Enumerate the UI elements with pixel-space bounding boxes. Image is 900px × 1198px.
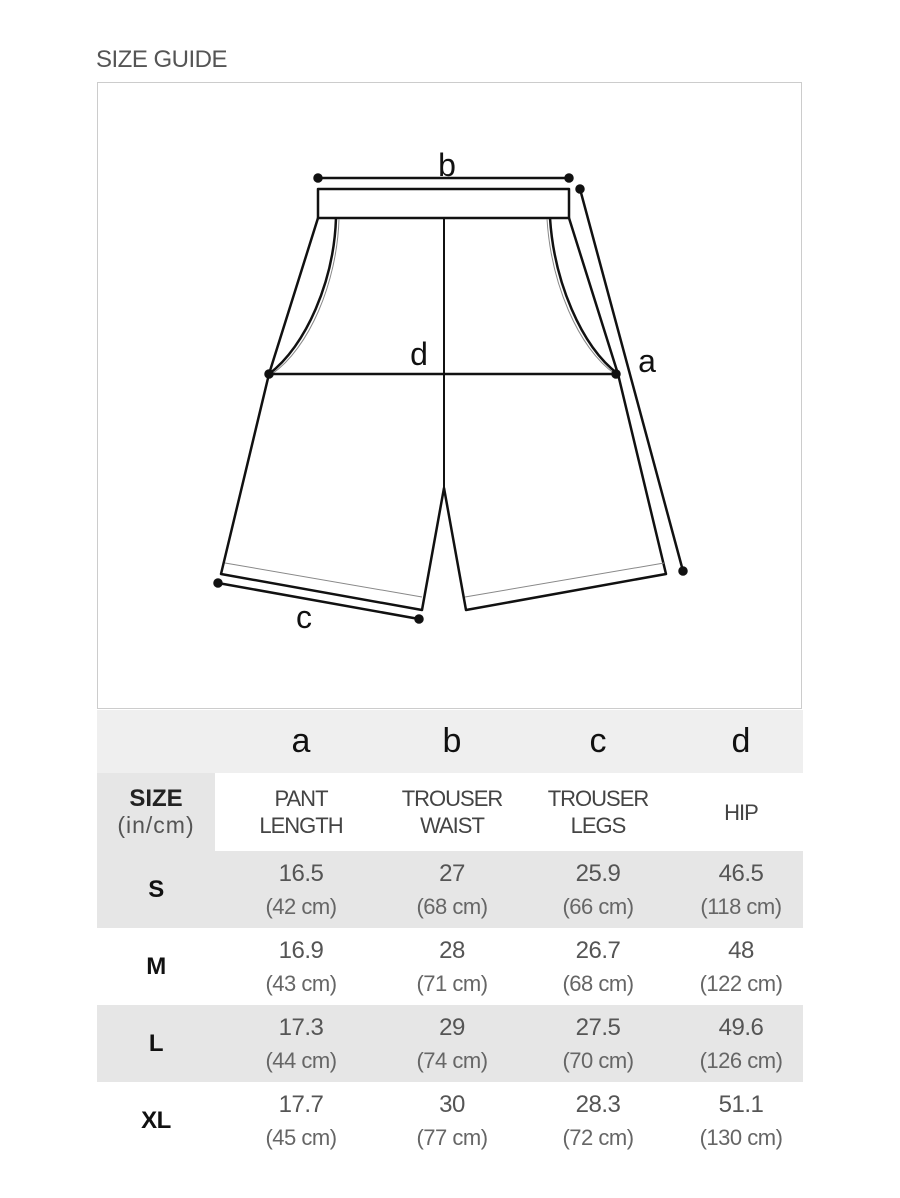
right-pocket [548,217,619,375]
measure-c-line [217,581,420,621]
label-d: d [410,336,428,372]
table-row-s: S 16.5 (42 cm) 27 (68 cm) 25.9 (66 cm) 46.5… [97,851,803,928]
cell: 16.9 (43 cm) [265,936,337,996]
label-a: a [638,343,656,379]
left-hem-stitch [224,562,423,598]
cell: 16.5 (42 cm) [215,851,387,928]
cell: 17.3 (44 cm) [215,1005,387,1082]
shorts-illustration: b d a c [213,147,688,635]
unit-header: (in/cm) [117,812,195,838]
table-row-m: M 16.9 (43 cm) 28 (71 cm) 26.7 (68 cm) 48 (1… [97,928,803,1005]
letter-b: b [387,710,517,773]
left-pocket [268,217,338,375]
letter-d: d [679,710,803,773]
header-pant-length: PANT LENGTH [259,786,343,838]
label-b: b [438,147,456,183]
cell: 27.5 (70 cm) [517,1005,679,1082]
cell: 48 (122 cm) [699,936,783,996]
label-c: c [296,599,312,635]
cell: 49.6 (126 cm) [679,1005,803,1082]
header-hip: HIP [724,799,759,825]
shorts-diagram: b d a c [97,82,802,709]
waistband [316,187,571,220]
size-header: SIZE (in/cm) [97,773,215,851]
cell: 28.3 (72 cm) [562,1090,634,1150]
table-row-xl: XL 17.7 (45 cm) 30 (77 cm) 28.3 (72 cm) 51.… [97,1082,803,1159]
cell: 27 (68 cm) [387,851,517,928]
cell: 25.9 (66 cm) [517,851,679,928]
letter-header-row: a b c d [97,710,803,773]
cell: 30 (77 cm) [416,1090,488,1150]
header-trouser-legs: TROUSER LEGS [547,786,650,838]
cell: 46.5 (118 cm) [679,851,803,928]
right-hem-stitch [464,562,665,598]
letter-c: c [517,710,679,773]
table-row-l: L 17.3 (44 cm) 29 (74 cm) 27.5 (70 cm) 49.6… [97,1005,803,1082]
cell: 51.1 (130 cm) [699,1090,783,1150]
size-table: a b c d SIZE (in/cm) PANT LENGTH TROUSER WA… [97,710,803,1159]
letter-a: a [215,710,387,773]
header-trouser-waist: TROUSER WAIST [401,786,504,838]
column-header-row: SIZE (in/cm) PANT LENGTH TROUSER WAIST TROU… [97,773,803,851]
measure-a-line [578,188,685,572]
cell: 28 (71 cm) [416,936,488,996]
cell: 17.7 (45 cm) [265,1090,337,1150]
cell: 29 (74 cm) [387,1005,517,1082]
page-title: SIZE GUIDE [96,46,228,73]
cell: 26.7 (68 cm) [562,936,634,996]
